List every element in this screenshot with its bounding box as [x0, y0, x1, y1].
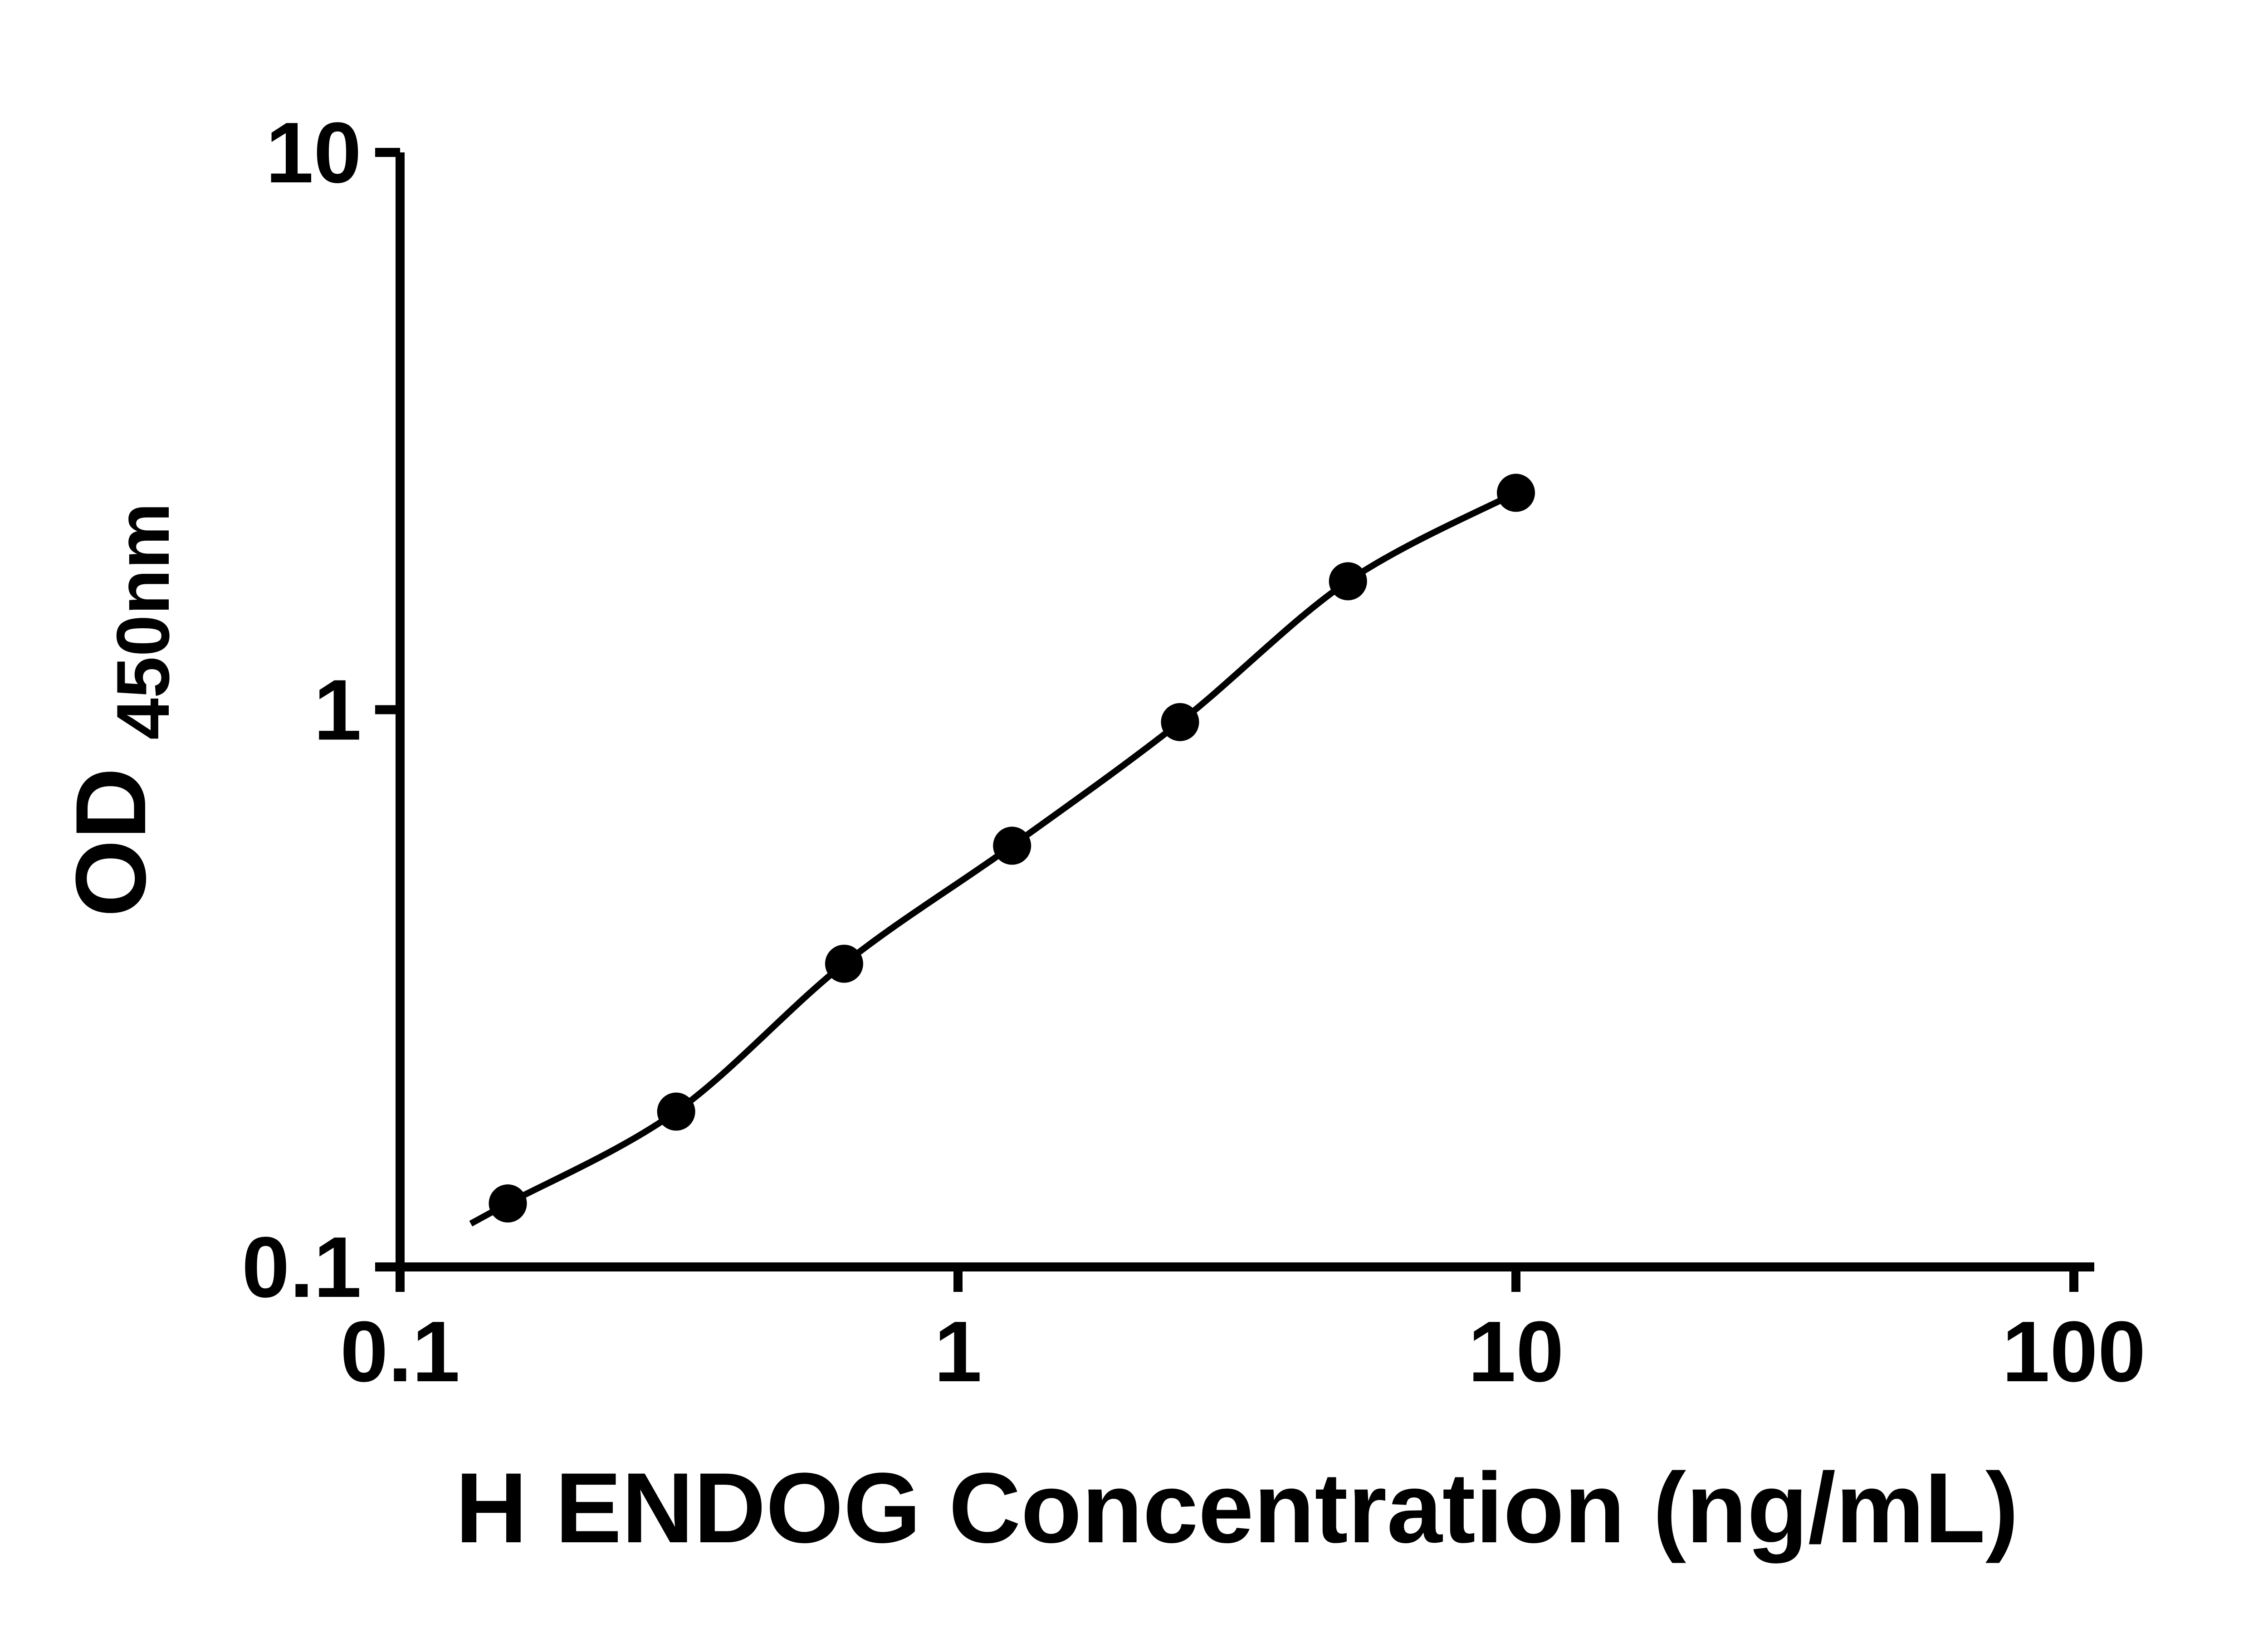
fit-curve [469, 490, 1518, 1227]
data-point [1161, 703, 1199, 741]
x-tick-label: 1 [934, 1304, 982, 1400]
y-axis-title-sub: 450nm [101, 503, 185, 740]
data-point [489, 1184, 527, 1223]
y-tick-label: 10 [266, 105, 362, 201]
x-tick-label: 10 [1468, 1304, 1564, 1400]
data-point [825, 944, 863, 983]
data-points [489, 474, 1535, 1223]
y-axis-title: OD 450nm [55, 503, 185, 917]
y-ticks [375, 148, 400, 1271]
y-tick-label: 0.1 [242, 1219, 362, 1315]
y-axis-title-main: OD [55, 768, 166, 917]
x-tick-labels: 0.1 1 10 100 [340, 1304, 2146, 1400]
x-tick-label: 100 [2002, 1304, 2146, 1400]
axis-lines [396, 152, 2094, 1271]
y-tick-labels: 0.1 1 10 [242, 105, 362, 1315]
data-point [993, 826, 1031, 865]
data-point [1329, 562, 1367, 601]
x-axis-title: H ENDOG Concentration (ng/mL) [455, 1452, 2019, 1564]
data-point [657, 1092, 695, 1131]
x-ticks [396, 1267, 2078, 1292]
y-tick-label: 1 [313, 662, 362, 758]
axes [396, 152, 2094, 1271]
data-point [1497, 474, 1535, 512]
x-tick-label: 0.1 [340, 1304, 460, 1400]
